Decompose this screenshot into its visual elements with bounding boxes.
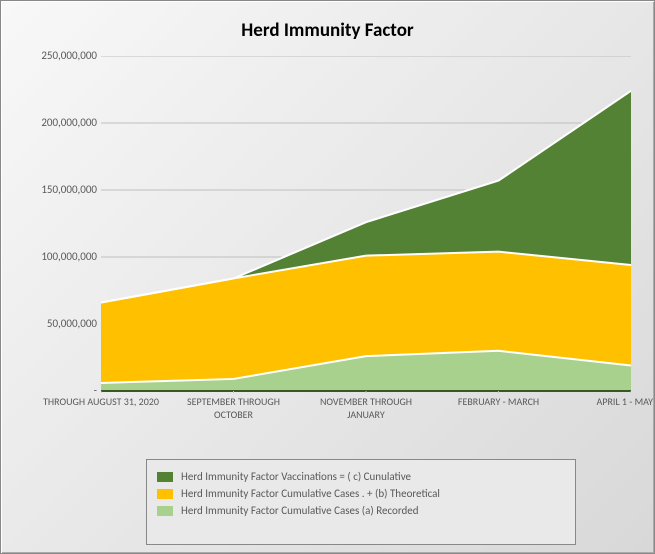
plot-area	[101, 56, 631, 393]
legend: Herd Immunity Factor Vaccinations = ( c)…	[146, 459, 576, 545]
x-tick-label: THROUGH AUGUST 31, 2020	[35, 396, 168, 421]
y-tick-label: 200,000,000	[19, 116, 97, 129]
legend-label: Herd Immunity Factor Cumulative Cases . …	[181, 487, 440, 500]
y-tick-label: 50,000,000	[19, 317, 97, 330]
x-tick-label: APRIL 1 - MAY 23	[565, 396, 655, 421]
legend-item-theoretical: Herd Immunity Factor Cumulative Cases . …	[157, 487, 565, 500]
x-tick-label: NOVEMBER THROUGH JANUARY	[300, 396, 433, 421]
x-axis-labels: THROUGH AUGUST 31, 2020SEPTEMBER THROUGH…	[35, 396, 655, 421]
y-tick-label: 150,000,000	[19, 183, 97, 196]
legend-item-recorded: Herd Immunity Factor Cumulative Cases (a…	[157, 504, 565, 517]
x-tick-label: FEBRUARY - MARCH	[432, 396, 565, 421]
y-axis-labels: 250,000,000200,000,000150,000,000100,000…	[19, 56, 97, 391]
x-tick-label: SEPTEMBER THROUGH OCTOBER	[167, 396, 300, 421]
y-tick-label: 250,000,000	[19, 49, 97, 62]
legend-label: Herd Immunity Factor Vaccinations = ( c)…	[181, 470, 411, 483]
chart-title: Herd Immunity Factor	[1, 19, 654, 42]
chart-panel: Herd Immunity Factor 250,000,000 200,000,…	[0, 0, 655, 554]
legend-swatch	[157, 489, 173, 499]
legend-swatch	[157, 506, 173, 516]
legend-swatch	[157, 472, 173, 482]
legend-item-vaccinations: Herd Immunity Factor Vaccinations = ( c)…	[157, 470, 565, 483]
legend-label: Herd Immunity Factor Cumulative Cases (a…	[181, 504, 419, 517]
y-tick-label: 100,000,000	[19, 250, 97, 263]
